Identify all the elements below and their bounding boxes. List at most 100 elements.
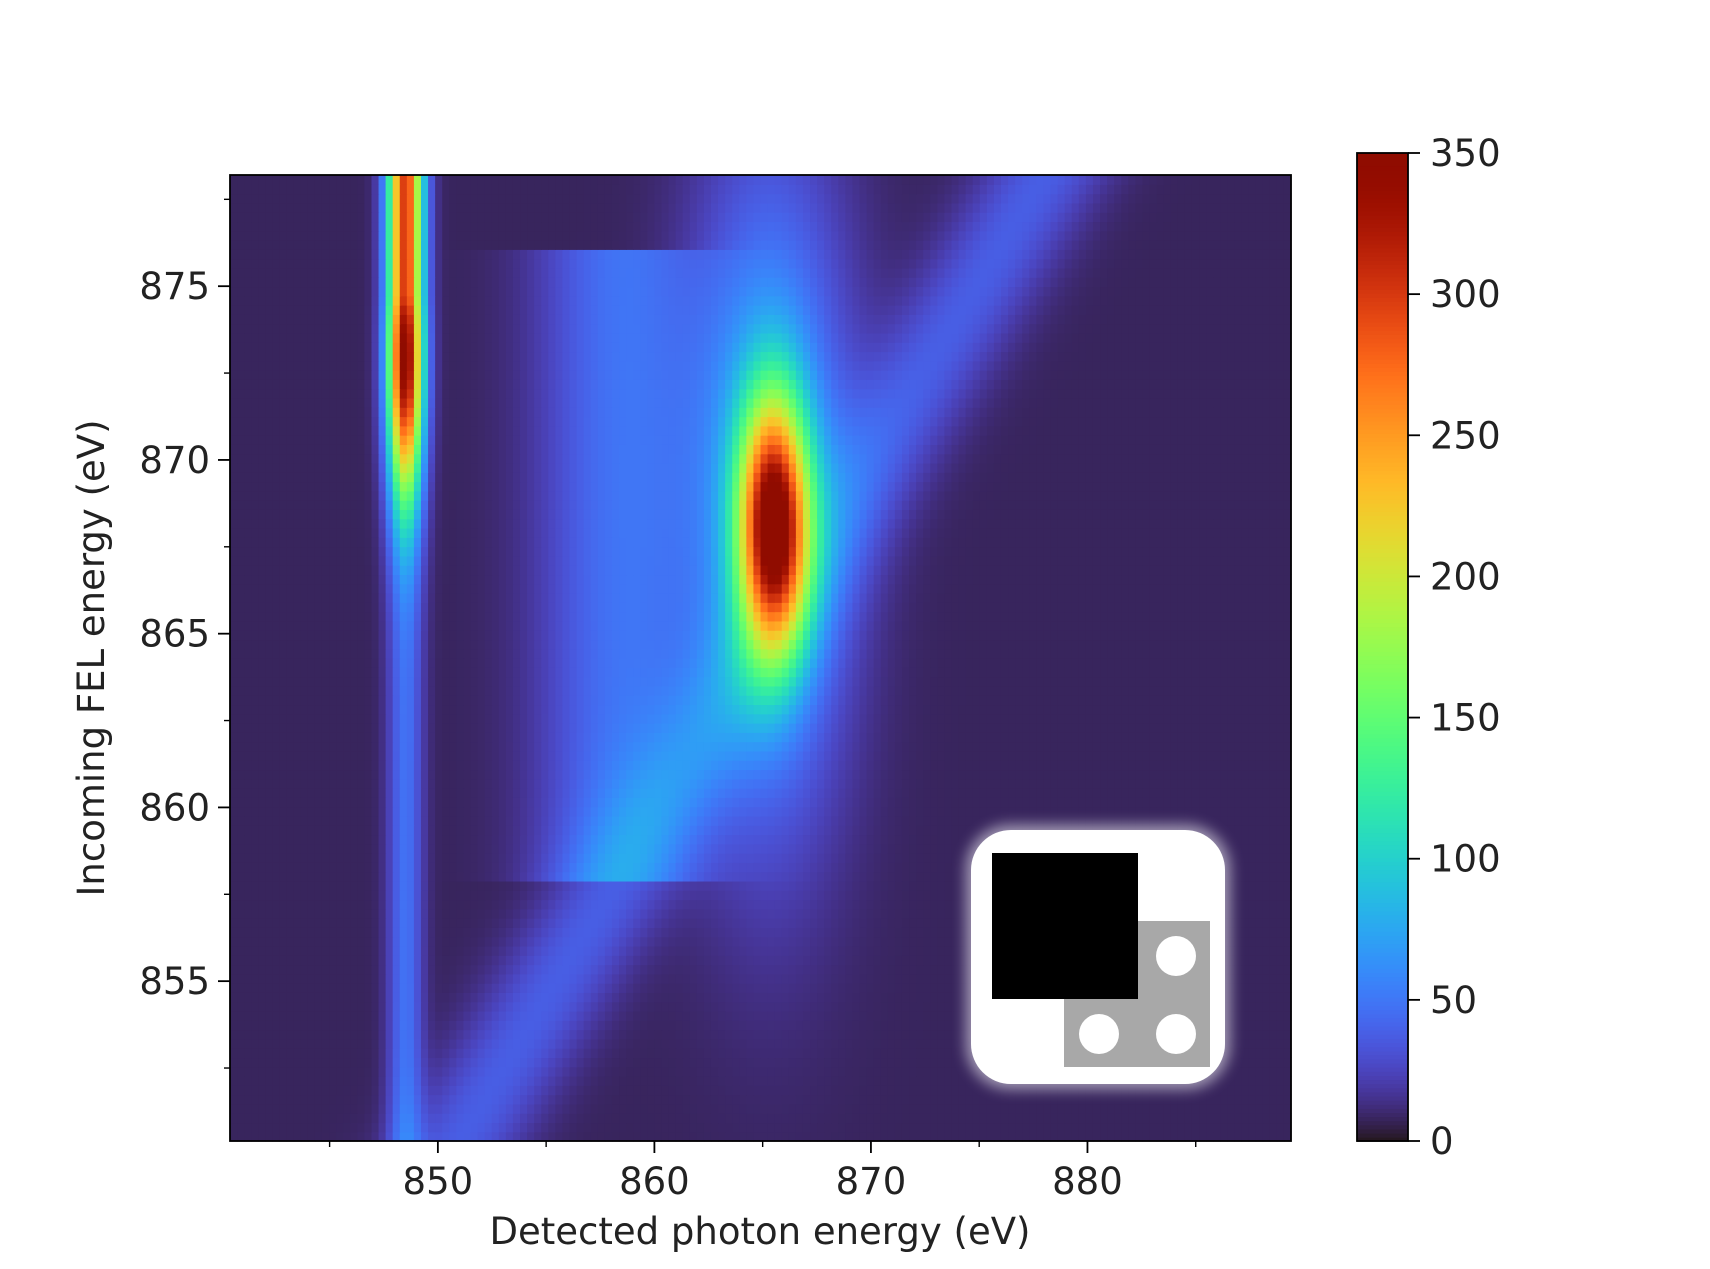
heatmap-cell (371, 880, 380, 891)
heatmap-cell (710, 1094, 719, 1105)
heatmap-cell (343, 1048, 351, 1059)
heatmap-cell (399, 908, 408, 919)
heatmap-cell (732, 1020, 740, 1031)
heatmap-cell (251, 927, 259, 938)
heatmap-cell (343, 964, 351, 975)
heatmap-cell (1199, 1131, 1207, 1142)
heatmap-cell (343, 983, 351, 993)
heatmap-cell (1142, 1131, 1151, 1142)
heatmap-cell (1255, 1010, 1264, 1021)
heatmap-cell (1248, 1113, 1257, 1124)
heatmap-cell (958, 880, 967, 891)
heatmap-cell (314, 973, 323, 984)
heatmap-cell (654, 834, 663, 845)
heatmap-cell (244, 1094, 252, 1105)
heatmap-cell (293, 1029, 302, 1040)
heatmap-cell (1241, 871, 1250, 882)
heatmap-cell (484, 936, 493, 947)
heatmap-cell (237, 955, 245, 966)
heatmap-cell (435, 825, 443, 836)
heatmap-cell (923, 1010, 931, 1021)
heatmap-cell (1255, 945, 1264, 956)
heatmap-cell (470, 1131, 479, 1142)
heatmap-cell (986, 1103, 995, 1114)
heatmap-cell (923, 992, 931, 1003)
heatmap-cell (399, 880, 408, 891)
heatmap-cell (930, 843, 938, 854)
heatmap-cell (300, 871, 309, 882)
heatmap-cell (505, 825, 514, 836)
heatmap-cell (442, 908, 450, 919)
heatmap-cell (357, 1103, 365, 1114)
heatmap-cell (774, 1085, 783, 1096)
heatmap-cell (810, 983, 818, 993)
heatmap-cell (357, 1048, 365, 1059)
heatmap-cell (1213, 1113, 1221, 1124)
heatmap-cell (1248, 1010, 1257, 1021)
heatmap-cell (894, 834, 903, 845)
heatmap-cell (364, 908, 373, 919)
heatmap-cell (1262, 1048, 1271, 1059)
heatmap-cell (689, 1057, 698, 1068)
heatmap-cell (548, 983, 556, 993)
heatmap-cell (725, 1085, 733, 1096)
heatmap-cell (675, 1057, 684, 1068)
heatmap-cell (611, 1048, 620, 1059)
heatmap-cell (428, 843, 436, 854)
heatmap-cell (640, 918, 648, 928)
heatmap-cell (802, 1001, 811, 1012)
heatmap-cell (894, 1131, 903, 1142)
heatmap-cell (675, 1001, 684, 1012)
heatmap-cell (350, 964, 358, 975)
heatmap-cell (470, 899, 479, 910)
heatmap-cell (880, 936, 889, 947)
heatmap-cell (336, 1094, 344, 1105)
heatmap-cell (753, 1075, 762, 1086)
heatmap-cell (979, 1094, 988, 1105)
heatmap-cell (810, 880, 818, 891)
heatmap-cell (1227, 1103, 1236, 1114)
heatmap-cell (541, 1131, 549, 1142)
heatmap-cell (640, 1066, 648, 1077)
heatmap-cell (590, 983, 599, 993)
heatmap-cell (866, 880, 875, 891)
heatmap-cell (364, 890, 373, 901)
heatmap-cell (1213, 1085, 1221, 1096)
heatmap-cell (484, 853, 493, 863)
heatmap-cell (491, 1131, 500, 1142)
heatmap-cell (640, 1038, 648, 1049)
heatmap-cell (767, 1085, 776, 1096)
heatmap-cell (343, 1122, 351, 1133)
heatmap-cell (718, 1001, 726, 1012)
heatmap-cell (1283, 927, 1292, 938)
heatmap-cell (350, 945, 358, 956)
heatmap-cell (633, 1020, 641, 1031)
heatmap-cell (527, 908, 535, 919)
heatmap-cell (442, 1085, 450, 1096)
heatmap-cell (732, 936, 740, 947)
heatmap-cell (272, 955, 281, 966)
heatmap-cell (661, 983, 670, 993)
heatmap-cell (258, 955, 266, 966)
heatmap-cell (852, 936, 861, 947)
heatmap-cell (746, 1001, 755, 1012)
heatmap-cell (640, 899, 648, 910)
heatmap-cell (866, 1001, 875, 1012)
heatmap-cell (569, 1066, 578, 1077)
heatmap-cell (901, 1131, 910, 1142)
heatmap-cell (810, 1066, 818, 1077)
heatmap-cell (314, 1029, 323, 1040)
heatmap-cell (795, 1103, 804, 1114)
heatmap-cell (435, 1122, 443, 1133)
heatmap-cell (774, 853, 783, 863)
heatmap-cell (343, 1001, 351, 1012)
heatmap-cell (838, 927, 846, 938)
heatmap-cell (463, 880, 472, 891)
heatmap-cell (845, 936, 854, 947)
heatmap-cell (569, 983, 578, 993)
heatmap-cell (647, 1038, 655, 1049)
heatmap-cell (300, 1001, 309, 1012)
heatmap-cell (788, 964, 797, 975)
heatmap-cell (583, 908, 592, 919)
heatmap-cell (449, 1010, 457, 1021)
